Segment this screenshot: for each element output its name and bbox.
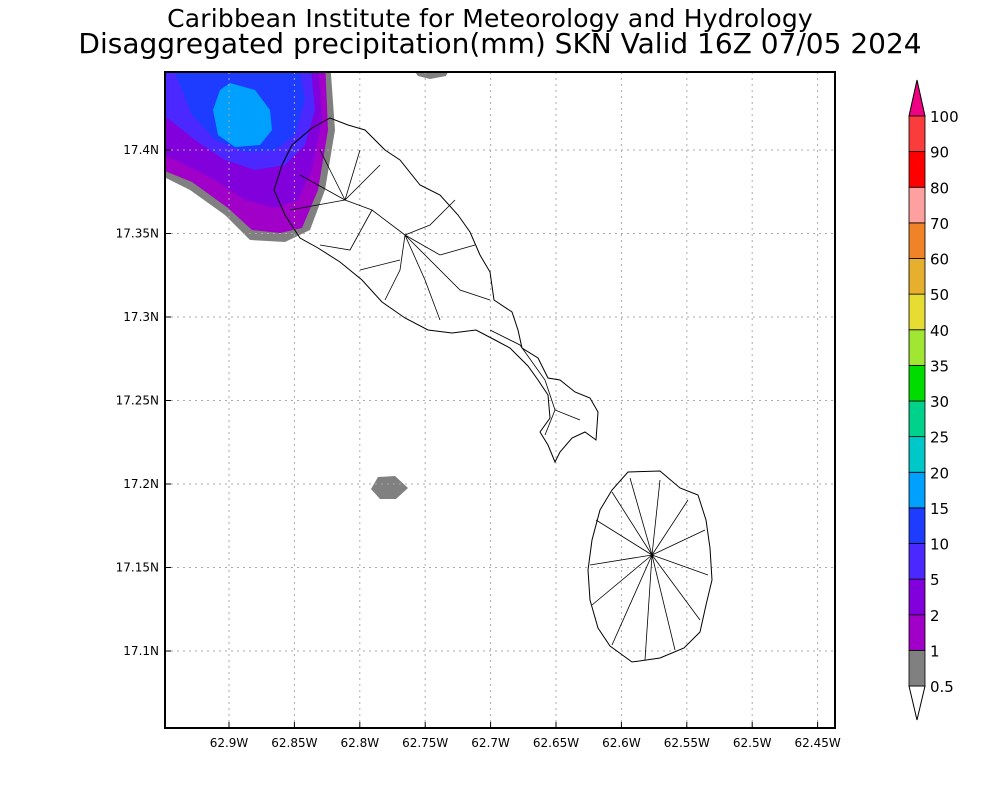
colorbar-swatch: [908, 151, 926, 188]
x-tick-label: 62.9W: [210, 736, 249, 750]
colorbar-swatch: [908, 329, 926, 366]
precip-contour-15: [213, 83, 272, 147]
precipitation-field: [165, 72, 448, 499]
colorbar-label: 0.5: [930, 678, 954, 696]
colorbar-swatch: [908, 222, 926, 259]
st-kitts-outline: [273, 117, 599, 464]
colorbar-label: 100: [930, 108, 959, 126]
x-tick-label: 62.75W: [402, 736, 448, 750]
colorbar-over-triangle: [908, 79, 926, 117]
colorbar-label: 80: [930, 179, 949, 197]
colorbar-label: 90: [930, 144, 949, 162]
colorbar-label: 25: [930, 429, 949, 447]
colorbar-label: 50: [930, 286, 949, 304]
y-tick-label: 17.35N: [116, 227, 159, 241]
colorbar-label: 2: [930, 607, 940, 625]
y-tick-label: 17.25N: [116, 394, 159, 408]
x-tick-label: 62.45W: [794, 736, 840, 750]
colorbar-swatch: [908, 364, 926, 402]
y-tick-label: 17.1N: [123, 644, 159, 658]
colorbar-under-triangle: [908, 685, 926, 721]
precip-blob-gray-north: [415, 72, 448, 79]
islands: [273, 117, 713, 663]
y-tick-label: 17.4N: [123, 143, 159, 157]
colorbar-swatch: [908, 543, 926, 580]
colorbar-swatch: [908, 614, 926, 651]
colorbar-label: 35: [930, 357, 949, 375]
colorbar-label: 30: [930, 393, 949, 411]
grid-lines: [165, 72, 835, 728]
colorbar-swatch: [908, 258, 926, 295]
colorbar-label: 70: [930, 215, 949, 233]
colorbar-label: 40: [930, 322, 949, 340]
y-axis: 17.4N 17.35N 17.3N 17.25N 17.2N 17.15N 17.1N: [116, 143, 171, 658]
x-axis: 62.9W 62.85W 62.8W 62.75W 62.7W 62.65W 62.6W 62…: [210, 722, 841, 750]
colorbar-swatch: [908, 115, 926, 153]
x-tick-label: 62.6W: [602, 736, 641, 750]
colorbar-label: 60: [930, 251, 949, 269]
title-institute: Caribbean Institute for Meteorology and …: [167, 4, 813, 33]
nevis-outline: [587, 470, 713, 663]
x-tick-label: 62.7W: [471, 736, 510, 750]
colorbar-swatch: [908, 436, 926, 473]
colorbar-swatch: [908, 293, 926, 331]
x-tick-label: 62.55W: [664, 736, 710, 750]
nevis-drainage: [589, 477, 709, 661]
x-tick-label: 62.85W: [271, 736, 317, 750]
colorbar-label: 1: [930, 642, 940, 660]
colorbar-swatch: [908, 507, 926, 544]
title-product: Disaggregated precipitation(mm) SKN Vali…: [78, 27, 922, 60]
colorbar-label: 10: [930, 536, 949, 554]
colorbar-swatch: [908, 186, 926, 224]
colorbar-label: 15: [930, 500, 949, 518]
y-tick-label: 17.3N: [123, 310, 159, 324]
x-tick-label: 62.8W: [341, 736, 380, 750]
colorbar-swatch: [908, 400, 926, 438]
colorbar-label: 5: [930, 571, 940, 589]
x-tick-label: 62.5W: [733, 736, 772, 750]
colorbar-swatch: [908, 649, 926, 687]
colorbar-swatch: [908, 578, 926, 616]
colorbar-swatch: [908, 471, 926, 509]
st-kitts-drainage: [289, 149, 581, 436]
y-tick-label: 17.2N: [123, 477, 159, 491]
x-tick-label: 62.65W: [533, 736, 579, 750]
precip-blob-gray-central: [371, 476, 408, 499]
y-tick-label: 17.15N: [116, 561, 159, 575]
colorbar-label: 20: [930, 464, 949, 482]
